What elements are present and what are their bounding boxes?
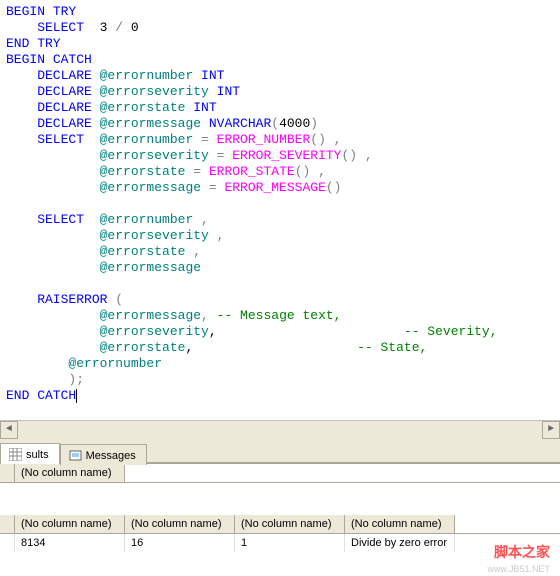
code-line: @errorseverity, -- Severity, [6, 324, 554, 340]
results-tabs: sults Messages [0, 438, 560, 464]
code-line: END CATCH [6, 388, 554, 404]
grid-header: (No column name) (No column name) (No co… [0, 515, 560, 534]
code-line: RAISERROR ( [6, 292, 554, 308]
grid-header: (No column name) [0, 464, 560, 483]
code-line: BEGIN TRY [6, 4, 554, 20]
row-number [0, 534, 15, 552]
tab-messages-label: Messages [86, 450, 136, 462]
code-line: @errorseverity = ERROR_SEVERITY() , [6, 148, 554, 164]
results-grid-2[interactable]: (No column name) (No column name) (No co… [0, 515, 560, 552]
cell[interactable]: Divide by zero error [345, 534, 455, 552]
tab-messages[interactable]: Messages [60, 444, 147, 465]
code-line: @errorstate, -- State, [6, 340, 554, 356]
column-header[interactable]: (No column name) [15, 515, 125, 533]
code-line: DECLARE @errornumber INT [6, 68, 554, 84]
table-row[interactable]: 8134 16 1 Divide by zero error [0, 534, 560, 552]
code-line: ); [6, 372, 554, 388]
code-line: @errormessage = ERROR_MESSAGE() [6, 180, 554, 196]
grid-separator [0, 483, 560, 515]
column-header[interactable]: (No column name) [125, 515, 235, 533]
code-line: @errornumber [6, 356, 554, 372]
horizontal-scrollbar[interactable]: ◄ ► [0, 420, 560, 438]
column-header[interactable]: (No column name) [345, 515, 455, 533]
messages-icon [69, 449, 82, 462]
cell[interactable]: 1 [235, 534, 345, 552]
code-line: DECLARE @errorseverity INT [6, 84, 554, 100]
watermark-url: www.JB51.NET [487, 564, 550, 574]
column-header[interactable]: (No column name) [15, 464, 125, 482]
sql-code-editor[interactable]: BEGIN TRY SELECT 3 / 0 END TRY BEGIN CAT… [0, 0, 560, 420]
code-line [6, 196, 554, 212]
code-line: SELECT 3 / 0 [6, 20, 554, 36]
code-line: @errormessage, -- Message text, [6, 308, 554, 324]
scroll-left-icon[interactable]: ◄ [0, 421, 18, 439]
code-line: @errorstate = ERROR_STATE() , [6, 164, 554, 180]
column-header[interactable]: (No column name) [235, 515, 345, 533]
code-line: BEGIN CATCH [6, 52, 554, 68]
code-line: DECLARE @errormessage NVARCHAR(4000) [6, 116, 554, 132]
cell[interactable]: 16 [125, 534, 235, 552]
code-line: @errormessage [6, 260, 554, 276]
code-line [6, 276, 554, 292]
row-header [0, 515, 15, 533]
tab-results[interactable]: sults [0, 443, 60, 464]
scroll-right-icon[interactable]: ► [542, 421, 560, 439]
cell[interactable]: 8134 [15, 534, 125, 552]
code-line: @errorseverity , [6, 228, 554, 244]
code-line: SELECT @errornumber , [6, 212, 554, 228]
row-header [0, 464, 15, 482]
tab-results-label: sults [26, 449, 49, 461]
code-line: SELECT @errornumber = ERROR_NUMBER() , [6, 132, 554, 148]
code-line: END TRY [6, 36, 554, 52]
code-line: @errorstate , [6, 244, 554, 260]
results-grid-1[interactable]: (No column name) [0, 464, 560, 483]
grid-icon [9, 448, 22, 461]
code-line: DECLARE @errorstate INT [6, 100, 554, 116]
